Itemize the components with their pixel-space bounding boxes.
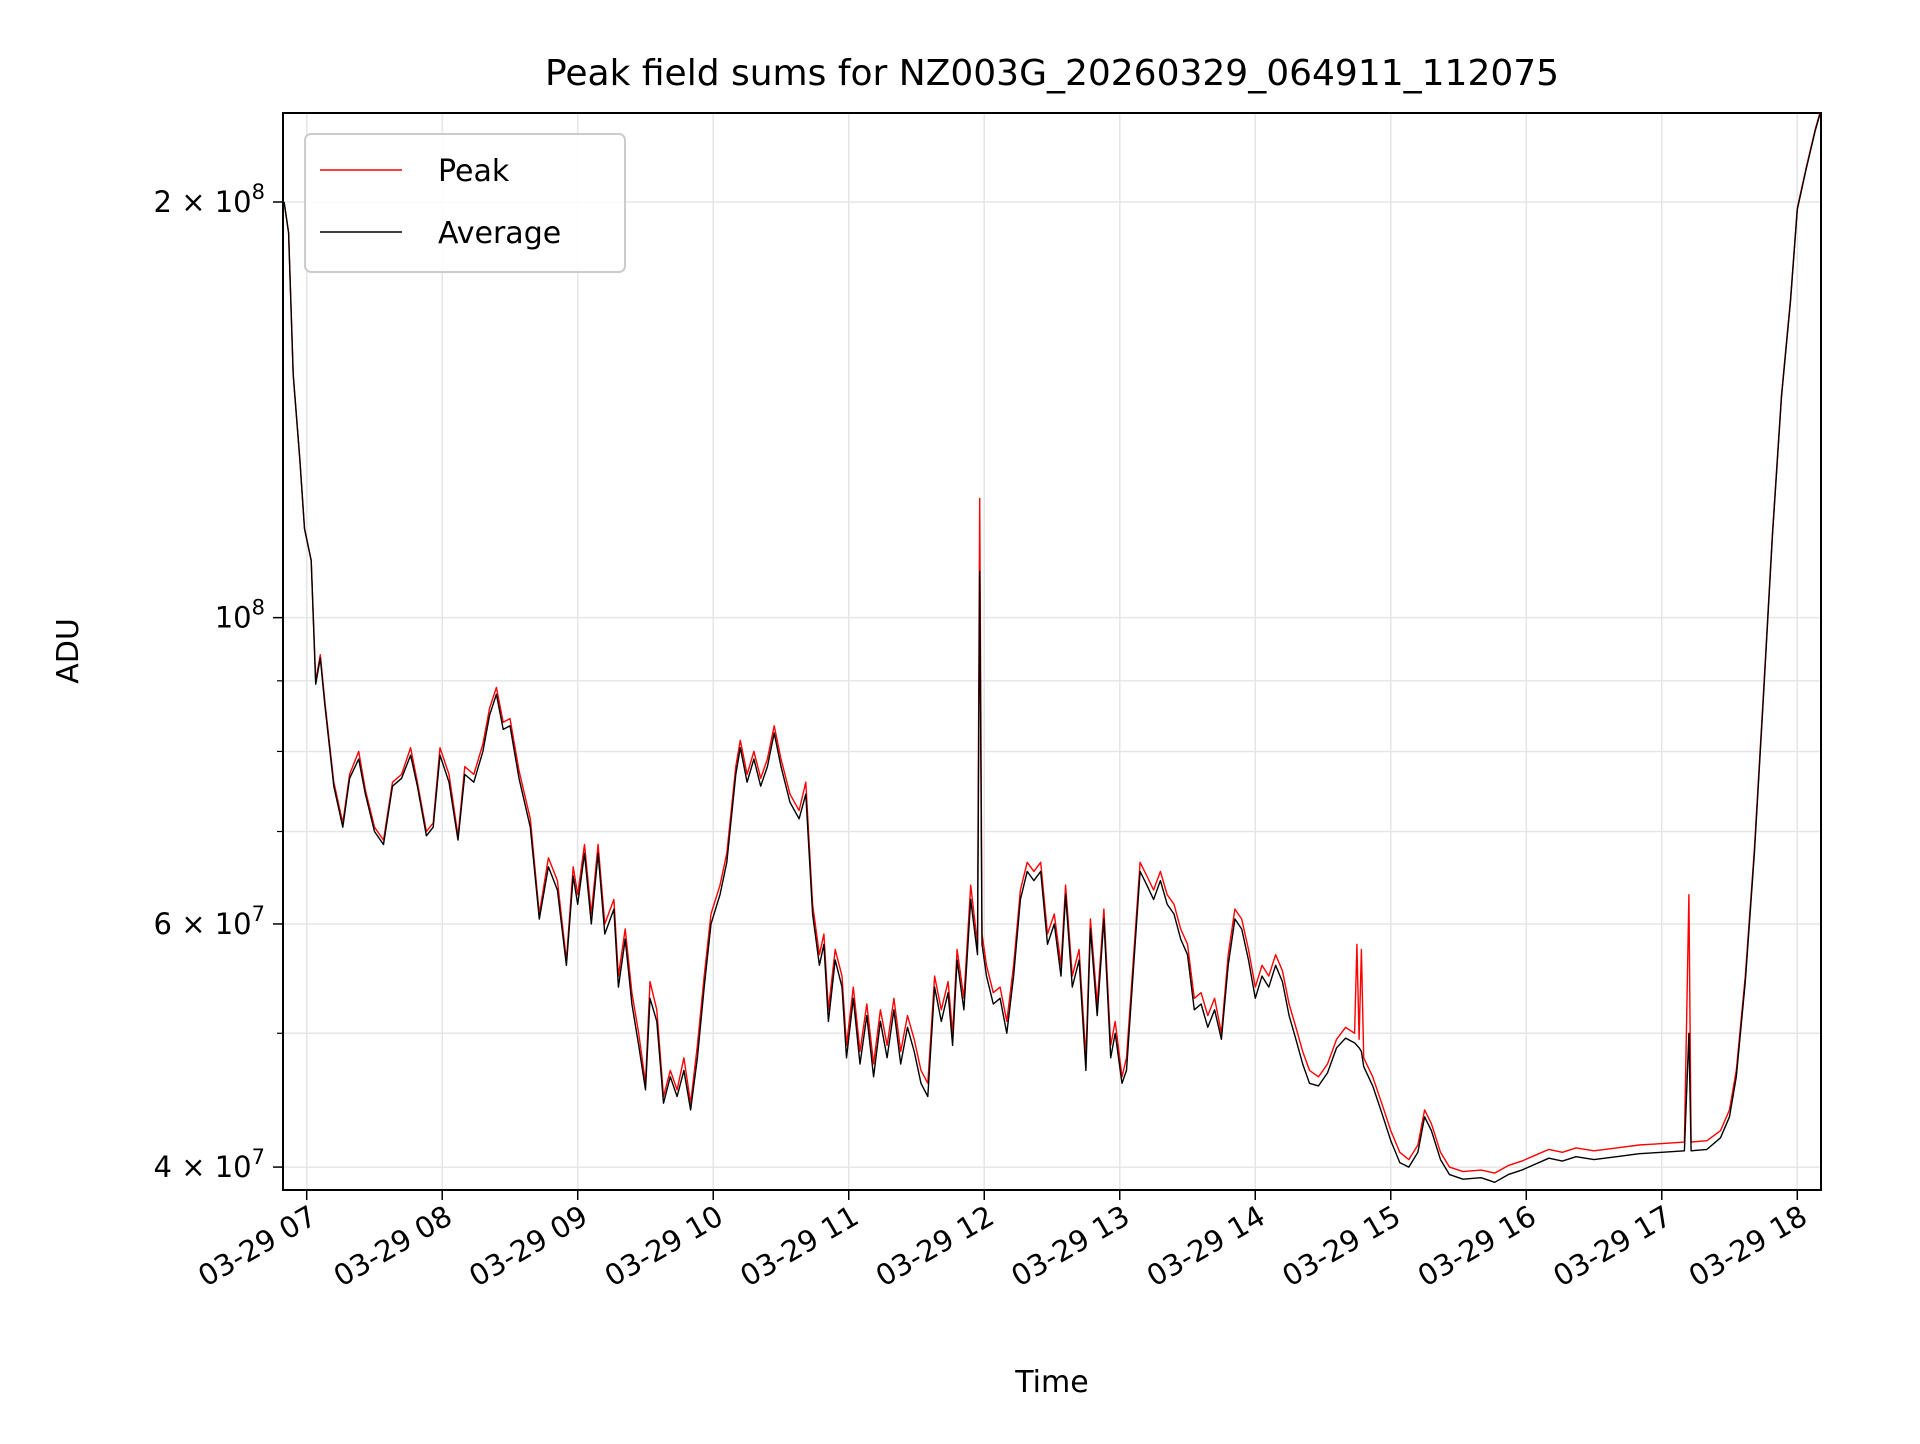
average-series-line bbox=[283, 114, 1821, 1183]
y-tick-label: 2 × 108 bbox=[154, 180, 265, 219]
plot-area bbox=[283, 113, 1821, 1183]
legend-box bbox=[304, 133, 626, 273]
series-lines bbox=[283, 113, 1821, 1183]
y-axis: 4 × 107 6 × 107 108 2 × 108 bbox=[154, 180, 283, 1184]
chart-title: Peak field sums for NZ003G_20260329_0649… bbox=[545, 53, 1559, 94]
y-tick-label: 4 × 107 bbox=[154, 1145, 265, 1184]
legend-peak-label: Peak bbox=[438, 154, 510, 189]
axes-frame bbox=[282, 112, 1822, 1191]
legend-average-label: Average bbox=[438, 216, 561, 251]
grid bbox=[283, 113, 1821, 1190]
y-tick-label: 6 × 107 bbox=[154, 902, 265, 941]
y-axis-label: ADU bbox=[51, 618, 86, 684]
x-axis-label: Time bbox=[1014, 1365, 1088, 1400]
peak-series-line bbox=[283, 113, 1821, 1174]
legend: Peak Average bbox=[304, 133, 626, 273]
y-tick-label: 108 bbox=[215, 596, 265, 635]
